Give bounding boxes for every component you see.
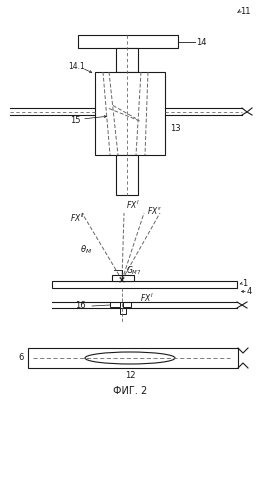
Bar (116, 48, 138, 72)
Text: 12: 12 (125, 371, 135, 380)
Text: 11: 11 (240, 6, 251, 15)
Bar (112, 275, 134, 281)
Text: 1: 1 (242, 278, 247, 287)
Text: $FX^{I}$: $FX^{I}$ (140, 292, 154, 304)
Text: $FX^{II}$: $FX^{II}$ (70, 212, 85, 224)
Text: 4: 4 (247, 287, 252, 296)
Bar (120, 308, 126, 314)
Bar (78, 35, 178, 48)
Bar (52, 281, 237, 288)
Text: 15: 15 (70, 116, 80, 124)
Text: 6: 6 (19, 354, 24, 363)
Text: $FX^{I}$: $FX^{I}$ (126, 199, 140, 211)
Bar (95, 72, 165, 155)
Text: 14: 14 (196, 37, 206, 46)
Bar (110, 302, 120, 307)
Bar (28, 348, 238, 368)
Ellipse shape (85, 352, 175, 364)
Text: $G_{M7}$: $G_{M7}$ (126, 264, 141, 277)
Text: 13: 13 (170, 124, 181, 132)
Text: $\theta_M$: $\theta_M$ (80, 244, 92, 256)
Bar (123, 302, 131, 307)
Text: $FX''$: $FX''$ (147, 205, 162, 216)
Text: 14.1: 14.1 (68, 61, 85, 71)
Bar (116, 155, 138, 195)
Text: 16: 16 (75, 301, 86, 310)
Text: ФИГ. 2: ФИГ. 2 (113, 386, 147, 396)
